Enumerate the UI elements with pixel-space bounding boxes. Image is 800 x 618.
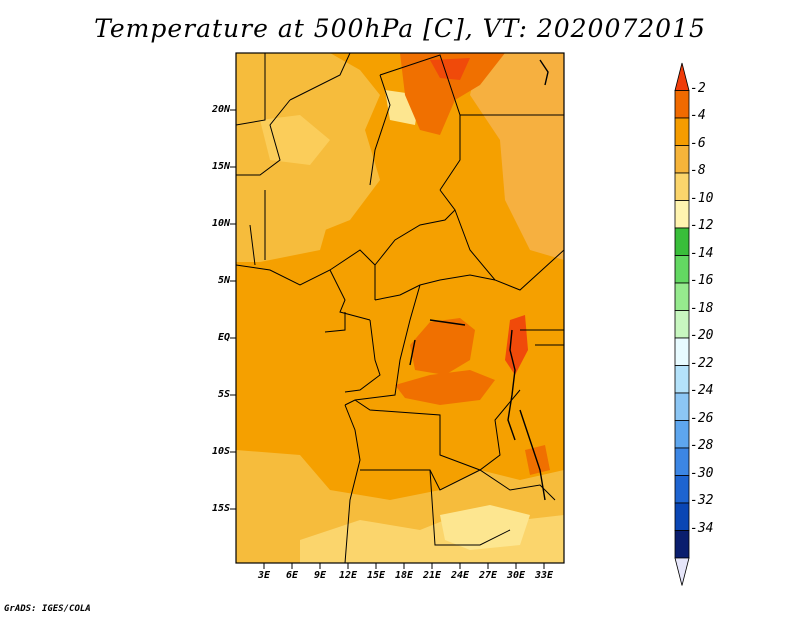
colorbar-swatch [674, 530, 690, 559]
colorbar-label: -20 [690, 328, 714, 343]
pale-yellow-patch-south [440, 505, 530, 550]
lat-label-10n: 10N [211, 218, 230, 229]
colorbar [674, 62, 690, 586]
colorbar-label: -6 [690, 136, 706, 151]
colorbar-top-triangle [674, 62, 690, 91]
colorbar-label: -22 [690, 356, 714, 371]
lat-label-20n: 20N [211, 104, 230, 115]
colorbar-bottom-triangle [674, 557, 690, 586]
boundary [236, 249, 376, 286]
colorbar-swatch [674, 392, 690, 421]
lat-label-15s: 15S [211, 503, 230, 514]
lon-label-3e: 3E [257, 570, 271, 581]
lat-label-eq: EQ [217, 332, 230, 343]
boundary [344, 284, 421, 406]
colorbar-label: -10 [690, 191, 714, 206]
colorbar-label: -34 [690, 521, 714, 536]
colorbar-label: -32 [690, 493, 714, 508]
lon-label-15e: 15E [366, 570, 386, 581]
boundary [374, 274, 496, 301]
colorbar-swatch [674, 90, 690, 119]
colorbar-swatch [674, 227, 690, 256]
lake-malawi [519, 409, 546, 501]
colorbar-swatch [674, 475, 690, 504]
colorbar-swatch [674, 310, 690, 339]
boundary [369, 74, 391, 186]
river-contour [409, 319, 466, 366]
colorbar-swatch [674, 337, 690, 366]
colorbar-label: -18 [690, 301, 714, 316]
colorbar-label: -28 [690, 438, 714, 453]
lon-label-9e: 9E [313, 570, 327, 581]
lon-label-24e: 24E [450, 570, 470, 581]
boundary [236, 99, 291, 176]
temperature-field [236, 53, 564, 563]
deep-orange-patch-congo-south [395, 370, 495, 405]
lat-label-5n: 5N [217, 275, 230, 286]
light-orange-zone-east [470, 53, 564, 260]
red-orange-patch-north [430, 58, 470, 80]
lon-label-18e: 18E [394, 570, 414, 581]
grads-credit: GrADS: IGES/COLA [4, 604, 91, 614]
country-boundaries [236, 53, 564, 563]
boundary [429, 469, 511, 546]
coastline [344, 404, 361, 563]
map-title: Temperature at 500hPa [C], VT: 202007201… [94, 14, 706, 43]
boundary [324, 312, 346, 333]
colorbar-swatch [674, 420, 690, 449]
colorbar-swatch [674, 502, 690, 531]
colorbar-label: -26 [690, 411, 714, 426]
colorbar-label: -4 [690, 108, 706, 123]
colorbar-swatch [674, 282, 690, 311]
lon-label-30e: 30E [506, 570, 526, 581]
colorbar-swatch [674, 117, 690, 146]
colorbar-swatch [674, 172, 690, 201]
colorbar-swatch [674, 200, 690, 229]
colorbar-label: -12 [690, 218, 714, 233]
boundary [236, 53, 266, 126]
colorbar-label: -30 [690, 466, 714, 481]
lake-tanganyika [507, 329, 516, 441]
colorbar-swatch [674, 365, 690, 394]
boundary [344, 319, 381, 393]
colorbar-swatch [674, 145, 690, 174]
lakes [409, 59, 549, 501]
lat-label-15n: 15N [211, 161, 230, 172]
colorbar-label: -8 [690, 163, 706, 178]
boundary [354, 389, 521, 471]
colorbar-label: -2 [690, 81, 706, 96]
nile-contour [539, 59, 549, 86]
lon-label-12e: 12E [338, 570, 358, 581]
light-orange-zone-west [236, 195, 330, 262]
boundary [520, 329, 564, 346]
boundary [329, 269, 371, 321]
boundary [249, 190, 266, 266]
map-frame [235, 52, 565, 564]
lat-label-10s: 10S [211, 446, 230, 457]
axis-ticks [230, 109, 545, 569]
colorbar-swatch [674, 255, 690, 284]
colorbar-label: -24 [690, 383, 714, 398]
colorbar-label: -16 [690, 273, 714, 288]
boundary [289, 53, 351, 101]
lat-label-5s: 5S [217, 389, 230, 400]
deep-orange-patch-se [525, 445, 550, 475]
deep-orange-patch-congo [410, 318, 475, 375]
lon-label-6e: 6E [285, 570, 299, 581]
lon-label-27e: 27E [478, 570, 498, 581]
lon-label-21e: 21E [422, 570, 442, 581]
lon-label-33e: 33E [534, 570, 554, 581]
colorbar-label: -14 [690, 246, 714, 261]
colorbar-swatch [674, 447, 690, 476]
